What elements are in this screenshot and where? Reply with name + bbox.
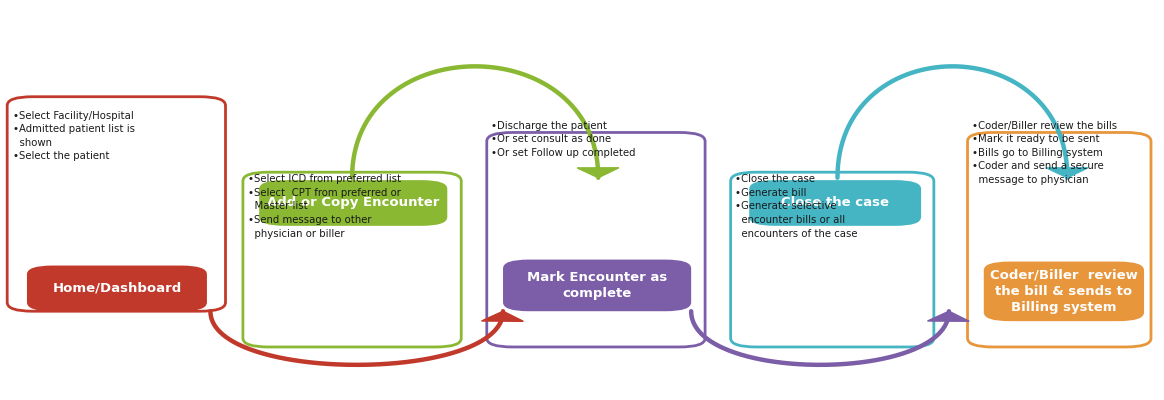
- Text: •Select ICD from preferred list
•Select  CPT from preferred or
  Master list
•Se: •Select ICD from preferred list •Select …: [248, 174, 400, 238]
- Polygon shape: [928, 311, 970, 321]
- Text: Close the case: Close the case: [781, 196, 889, 210]
- Text: Mark Encounter as
complete: Mark Encounter as complete: [527, 271, 667, 300]
- FancyBboxPatch shape: [984, 262, 1144, 321]
- FancyBboxPatch shape: [967, 132, 1151, 347]
- FancyBboxPatch shape: [7, 97, 226, 311]
- FancyBboxPatch shape: [260, 180, 447, 226]
- Text: •Coder/Biller review the bills
•Mark it ready to be sent
•Bills go to Billing sy: •Coder/Biller review the bills •Mark it …: [972, 120, 1117, 185]
- Text: •Select Facility/Hospital
•Admitted patient list is
  shown
•Select the patient: •Select Facility/Hospital •Admitted pati…: [13, 111, 135, 162]
- Polygon shape: [577, 168, 619, 178]
- Polygon shape: [482, 311, 524, 321]
- FancyBboxPatch shape: [750, 180, 921, 226]
- FancyBboxPatch shape: [27, 266, 207, 311]
- Text: •Close the case
•Generate bill
•Generate selective
  encounter bills or all
  en: •Close the case •Generate bill •Generate…: [736, 174, 858, 238]
- FancyBboxPatch shape: [503, 260, 691, 311]
- Text: Add or Copy Encounter: Add or Copy Encounter: [267, 196, 440, 210]
- FancyBboxPatch shape: [243, 172, 461, 347]
- Text: •Discharge the patient
•Or set consult as done
•Or set Follow up completed: •Discharge the patient •Or set consult a…: [491, 120, 636, 158]
- Text: Home/Dashboard: Home/Dashboard: [52, 282, 182, 295]
- FancyBboxPatch shape: [731, 172, 934, 347]
- Polygon shape: [1046, 168, 1088, 178]
- FancyBboxPatch shape: [487, 132, 705, 347]
- Text: Coder/Biller  review
the bill & sends to
Billing system: Coder/Biller review the bill & sends to …: [989, 269, 1138, 314]
